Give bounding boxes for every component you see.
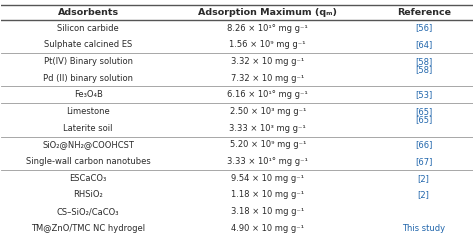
Text: Adsorption Maximum (qₘ): Adsorption Maximum (qₘ) bbox=[198, 8, 337, 17]
Text: 3.18 × 10 mg g⁻¹: 3.18 × 10 mg g⁻¹ bbox=[231, 207, 304, 216]
Text: 9.54 × 10 mg g⁻¹: 9.54 × 10 mg g⁻¹ bbox=[231, 174, 304, 183]
Text: Fe₃O₄B: Fe₃O₄B bbox=[73, 90, 102, 99]
Text: [64]: [64] bbox=[415, 40, 432, 49]
Text: Laterite soil: Laterite soil bbox=[64, 124, 113, 133]
Text: 2.50 × 10³ mg g⁻¹: 2.50 × 10³ mg g⁻¹ bbox=[229, 107, 306, 116]
Text: 8.26 × 10¹° mg g⁻¹: 8.26 × 10¹° mg g⁻¹ bbox=[228, 24, 308, 33]
Text: [2]: [2] bbox=[418, 190, 429, 199]
Text: This study: This study bbox=[402, 224, 445, 233]
Text: 1.56 × 10⁹ mg g⁻¹: 1.56 × 10⁹ mg g⁻¹ bbox=[229, 40, 306, 49]
Text: [56]: [56] bbox=[415, 24, 432, 33]
Text: [65]: [65] bbox=[415, 115, 432, 124]
Text: 7.32 × 10 mg g⁻¹: 7.32 × 10 mg g⁻¹ bbox=[231, 74, 304, 83]
Text: [53]: [53] bbox=[415, 90, 432, 99]
Text: Sulphate calcined ES: Sulphate calcined ES bbox=[44, 40, 132, 49]
Text: RHSiO₂: RHSiO₂ bbox=[73, 190, 103, 199]
Text: Single-wall carbon nanotubes: Single-wall carbon nanotubes bbox=[26, 157, 151, 166]
Text: ESCaCO₃: ESCaCO₃ bbox=[70, 174, 107, 183]
Text: Adsorbents: Adsorbents bbox=[57, 8, 118, 17]
Text: 3.33 × 10¹° mg g⁻¹: 3.33 × 10¹° mg g⁻¹ bbox=[227, 157, 308, 166]
Text: CS–SiO₂/CaCO₃: CS–SiO₂/CaCO₃ bbox=[57, 207, 119, 216]
Text: [2]: [2] bbox=[418, 174, 429, 183]
Text: 1.18 × 10 mg g⁻¹: 1.18 × 10 mg g⁻¹ bbox=[231, 190, 304, 199]
Text: [58]: [58] bbox=[415, 57, 432, 66]
Text: [58]: [58] bbox=[415, 65, 432, 74]
Text: 3.32 × 10 mg g⁻¹: 3.32 × 10 mg g⁻¹ bbox=[231, 57, 304, 66]
Text: Reference: Reference bbox=[397, 8, 451, 17]
Text: [65]: [65] bbox=[415, 107, 432, 116]
Text: [67]: [67] bbox=[415, 157, 432, 166]
Text: SiO₂@NH₂@COOHCST: SiO₂@NH₂@COOHCST bbox=[42, 140, 134, 149]
Text: 4.90 × 10 mg g⁻¹: 4.90 × 10 mg g⁻¹ bbox=[231, 224, 304, 233]
Text: [66]: [66] bbox=[415, 140, 432, 149]
Text: 6.16 × 10¹° mg g⁻¹: 6.16 × 10¹° mg g⁻¹ bbox=[228, 90, 308, 99]
Text: Pt(IV) Binary solution: Pt(IV) Binary solution bbox=[44, 57, 133, 66]
Text: Limestone: Limestone bbox=[66, 107, 110, 116]
Text: Pd (II) binary solution: Pd (II) binary solution bbox=[43, 74, 133, 83]
Text: 3.33 × 10³ mg g⁻¹: 3.33 × 10³ mg g⁻¹ bbox=[229, 124, 306, 133]
Text: Silicon carbide: Silicon carbide bbox=[57, 24, 119, 33]
Text: 5.20 × 10⁹ mg g⁻¹: 5.20 × 10⁹ mg g⁻¹ bbox=[229, 140, 306, 149]
Text: TM@ZnO/TMC NC hydrogel: TM@ZnO/TMC NC hydrogel bbox=[31, 224, 145, 233]
